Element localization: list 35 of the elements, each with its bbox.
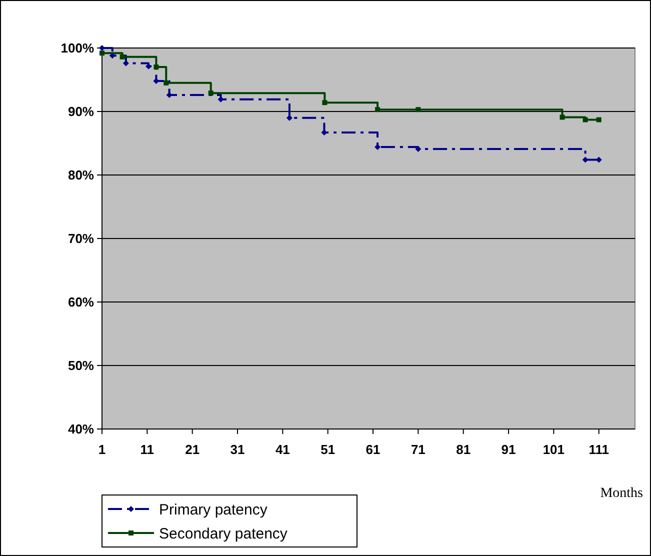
x-tick-label: 1 (98, 442, 106, 457)
point (154, 64, 159, 70)
point (164, 80, 169, 86)
y-tick-label: 40% (68, 422, 94, 437)
point (100, 50, 104, 56)
point (322, 100, 328, 106)
point (596, 117, 602, 122)
legend-label: Primary patency (159, 501, 268, 518)
y-tick-label: 100% (60, 40, 94, 56)
point (582, 117, 588, 122)
y-tick-label: 80% (68, 168, 94, 183)
x-tick-label: 81 (456, 442, 471, 457)
y-tick-label: 60% (68, 294, 94, 310)
y-tick-label: 70% (68, 231, 94, 246)
x-tick-label: 91 (501, 442, 516, 457)
x-tick-label: 11 (140, 442, 154, 457)
x-tick-label: 61 (366, 442, 380, 457)
point (374, 144, 381, 150)
y-tick-label: 50% (68, 358, 94, 374)
x-tick-label: 31 (230, 442, 245, 457)
point (560, 114, 565, 120)
x-tick-label: 101 (542, 442, 565, 457)
point (208, 90, 214, 96)
x-tick-label: 51 (320, 442, 336, 457)
point (416, 107, 421, 112)
legend-label: Secondary patency (159, 525, 288, 542)
point (120, 54, 125, 60)
x-tick-label: 41 (275, 442, 290, 457)
x-axis-title: Months (600, 486, 643, 501)
y-tick-label: 90% (68, 104, 94, 120)
point (375, 107, 380, 112)
x-tick-label: 111 (588, 442, 609, 457)
x-tick-label: 21 (185, 442, 200, 457)
point (415, 146, 422, 152)
x-tick-label: 71 (410, 442, 426, 457)
